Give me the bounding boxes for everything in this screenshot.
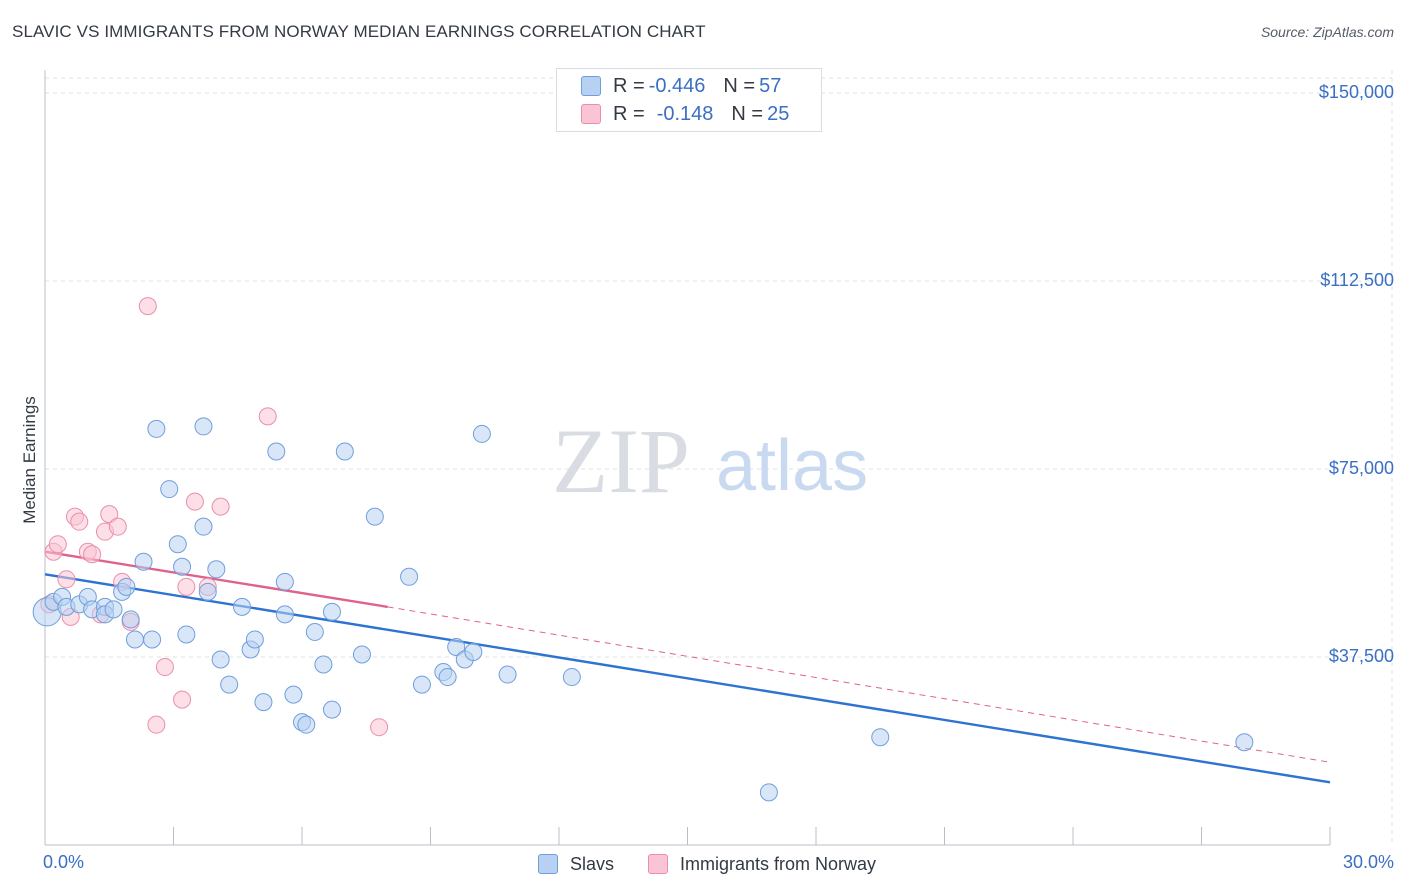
slavs-point: [400, 567, 419, 586]
slavs-legend-label: Slavs: [570, 853, 615, 874]
slavs-point: [160, 480, 179, 499]
x-tick-label-min: 0.0%: [43, 852, 85, 872]
trend-lines: [44, 550, 1331, 784]
slavs-point: [284, 685, 303, 704]
norway-point: [138, 297, 157, 316]
norway-point: [100, 505, 119, 524]
slavs-point: [134, 552, 153, 571]
slavs-point: [447, 637, 466, 656]
correlation-legend: R = -0.446 N = 57 R = -0.148 N = 25: [556, 68, 822, 132]
n-label: N =: [723, 74, 756, 97]
norway-point: [370, 718, 389, 737]
slavs-point: [143, 630, 162, 649]
n-label: N =: [731, 102, 764, 125]
slavs-legend-swatch: [538, 854, 558, 874]
norway-point: [48, 535, 67, 554]
slavs-point: [220, 675, 239, 694]
slavs-point: [498, 665, 517, 684]
r-label: R =: [613, 102, 645, 125]
y-tick-label: $37,500: [1328, 646, 1394, 666]
norway-point: [155, 658, 174, 677]
slavs-point: [562, 668, 581, 687]
norway-point: [211, 497, 230, 516]
legend-item-slavs: Slavs: [538, 852, 614, 876]
norway-point: [70, 512, 89, 531]
slavs-point: [194, 517, 213, 536]
x-tick-label-max: 30.0%: [1342, 852, 1394, 872]
slavs-point: [168, 535, 187, 554]
y-tick-label: $112,500: [1320, 270, 1394, 291]
norway-point: [108, 517, 127, 536]
norway-point: [83, 545, 102, 564]
slavs-point: [194, 417, 213, 436]
legend-item-norway: Immigrants from Norway: [648, 852, 876, 876]
slavs-point: [207, 560, 226, 579]
source-credit: Source: ZipAtlas.com: [1260, 24, 1394, 40]
r-label: R =: [613, 74, 645, 97]
slavs-point: [472, 424, 491, 443]
slavs-point: [305, 622, 324, 641]
watermark-atlas: atlas: [716, 426, 868, 506]
slavs-point: [177, 625, 196, 644]
legend-row-norway: R = -0.148 N = 25: [581, 101, 789, 127]
slavs-point: [297, 715, 316, 734]
slavs-point: [233, 597, 252, 616]
norway-point: [258, 407, 277, 426]
slavs-point: [871, 728, 890, 747]
slavs-point: [335, 442, 354, 461]
norway-point: [177, 577, 196, 596]
slavs-trend-line: [44, 573, 1331, 784]
norway-trend-extension: [387, 606, 1331, 763]
slavs-point: [121, 610, 140, 629]
norway-point: [147, 715, 166, 734]
slavs-point: [365, 507, 384, 526]
slavs-point: [464, 642, 483, 661]
slavs-point: [438, 668, 457, 687]
slavs-point: [254, 693, 273, 712]
slavs-point: [314, 655, 333, 674]
slavs-point: [1235, 733, 1254, 752]
n-value: 25: [767, 102, 790, 125]
slavs-point: [412, 675, 431, 694]
norway-trend-line: [44, 550, 388, 609]
slavs-point: [125, 630, 144, 649]
slavs-point: [147, 419, 166, 438]
slavs-point: [198, 582, 217, 601]
slavs-point: [104, 600, 123, 619]
axes: [44, 70, 1331, 846]
slavs-swatch: [581, 76, 601, 96]
slavs-point: [352, 645, 371, 664]
slavs-point: [759, 783, 778, 802]
slavs-point: [245, 630, 264, 649]
n-value: 57: [759, 74, 782, 97]
slavs-points: [32, 417, 1254, 802]
slavs-point: [267, 442, 286, 461]
chart-title: SLAVIC VS IMMIGRANTS FROM NORWAY MEDIAN …: [12, 22, 706, 41]
norway-point: [173, 690, 192, 709]
slavs-point: [117, 577, 136, 596]
norway-points: [40, 297, 389, 737]
slavs-point: [211, 650, 230, 669]
y-axis-label: Median Earnings: [20, 396, 39, 524]
y-tick-label: $75,000: [1328, 458, 1394, 479]
watermark-zip: ZIP: [552, 410, 690, 512]
norway-legend-swatch: [648, 854, 668, 874]
norway-swatch: [581, 104, 601, 124]
slavs-point: [275, 572, 294, 591]
slavs-point: [173, 557, 192, 576]
legend-row-slavs: R = -0.446 N = 57: [581, 73, 781, 99]
norway-point: [185, 492, 204, 511]
y-tick-label: $150,000: [1318, 82, 1394, 103]
grid-lines: [45, 70, 1393, 845]
r-value: -0.148: [656, 102, 714, 125]
r-value: -0.446: [648, 74, 706, 97]
norway-point: [57, 570, 76, 589]
slavs-point: [275, 605, 294, 624]
slavs-point: [322, 700, 341, 719]
slavs-point: [322, 602, 341, 621]
norway-legend-label: Immigrants from Norway: [680, 853, 877, 874]
